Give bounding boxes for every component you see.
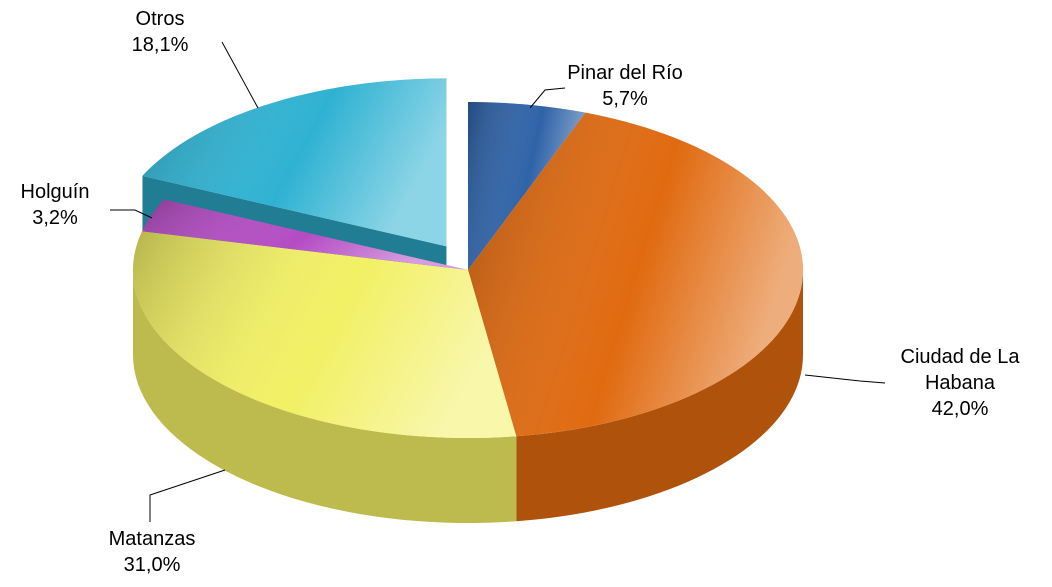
category-label: Matanzas [108,528,196,550]
slice-shade [468,102,586,270]
leader-line [529,87,566,109]
slice-side [516,270,803,522]
leader-line [804,374,886,384]
value-label: 42,0% [931,398,989,420]
category-label: Otros [135,8,185,30]
leader-line [221,41,259,109]
value-label: 18,1% [131,34,189,56]
slice-side [133,270,517,523]
value-label: 5,7% [602,88,648,110]
leader-line [110,209,153,219]
value-label: 3,2% [32,207,78,229]
slice-shade [468,112,803,437]
category-label: Holguín [20,181,90,203]
value-label: 31,0% [123,554,181,576]
slice-shade [142,78,447,247]
slice-shade [142,199,468,270]
leader-line [149,469,226,522]
slice-shade [133,231,517,438]
category-label: Pinar del Río [567,62,683,84]
category-label: Ciudad de La Habana [900,346,1020,394]
